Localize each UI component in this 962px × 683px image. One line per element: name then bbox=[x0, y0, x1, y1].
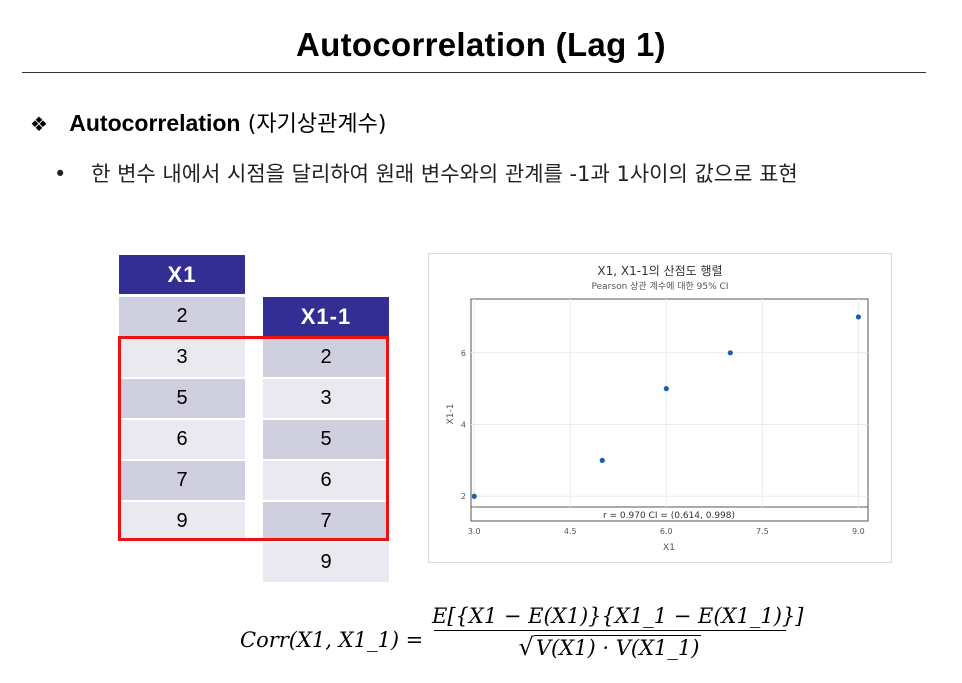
x-tick-label: 4.5 bbox=[564, 527, 577, 536]
bullet-text: 한 변수 내에서 시점을 달리하여 원래 변수와의 관계를 -1과 1사이의 값… bbox=[91, 162, 798, 186]
y-tick-label: 6 bbox=[461, 349, 466, 358]
x1-cell: 9 bbox=[119, 502, 245, 541]
x-tick-label: 9.0 bbox=[852, 527, 865, 536]
formula-fraction: E[{X1 − E(X1)}{X1_1 − E(X1_1)}] √V(X1) ·… bbox=[432, 604, 804, 661]
chart-subtitle: Pearson 상관 계수에 대한 95% CI bbox=[592, 280, 729, 292]
formula-lhs: Corr(X1, X1_1) = bbox=[240, 628, 424, 652]
y-tick-label: 2 bbox=[461, 492, 466, 501]
x1-lag-cell: 3 bbox=[263, 379, 389, 418]
autocorrelation-formula: Corr(X1, X1_1) = E[{X1 − E(X1)}{X1_1 − E… bbox=[240, 604, 804, 680]
bullet-item: • 한 변수 내에서 시점을 달리하여 원래 변수와의 관계를 -1과 1사이의… bbox=[54, 158, 798, 188]
section-heading: ❖ Autocorrelation (자기상관계수) bbox=[30, 106, 386, 138]
x1-lag-cell: 7 bbox=[263, 502, 389, 541]
x-tick-label: 7.5 bbox=[756, 527, 769, 536]
formula-denominator: V(X1) · V(X1_1) bbox=[533, 635, 702, 660]
scatter-chart: X1, X1-1의 산점도 행렬 Pearson 상관 계수에 대한 95% C… bbox=[428, 253, 892, 563]
formula-denominator-wrap: √V(X1) · V(X1_1) bbox=[432, 631, 788, 661]
x1-lag-cell: 6 bbox=[263, 461, 389, 500]
formula-numerator: E[{X1 − E(X1)}{X1_1 − E(X1_1)}] bbox=[432, 604, 804, 628]
correlation-annotation: r = 0.970 CI = (0.614, 0.998) bbox=[603, 511, 735, 521]
section-heading-en: Autocorrelation bbox=[69, 110, 241, 136]
y-axis-label: X1-1 bbox=[446, 404, 456, 425]
x1-lag-cell: 2 bbox=[263, 338, 389, 377]
x1-cell: 7 bbox=[119, 461, 245, 500]
x1-cell: 2 bbox=[119, 297, 245, 336]
x1-cell: 6 bbox=[119, 420, 245, 459]
x1-lag-header: X1-1 bbox=[263, 297, 389, 336]
sqrt-icon: √ bbox=[518, 633, 534, 661]
section-heading-ko: (자기상관계수) bbox=[247, 112, 387, 137]
scatter-point bbox=[599, 457, 605, 463]
scatter-point bbox=[663, 386, 669, 392]
y-tick-label: 4 bbox=[461, 421, 466, 430]
x1-cell: 3 bbox=[119, 338, 245, 377]
x-tick-label: 3.0 bbox=[468, 527, 481, 536]
x1-cell: 5 bbox=[119, 379, 245, 418]
fraction-bar bbox=[434, 630, 786, 631]
x-tick-label: 6.0 bbox=[660, 527, 673, 536]
scatter-point bbox=[727, 350, 733, 356]
x1-header: X1 bbox=[119, 255, 245, 294]
scatter-chart-svg: X1, X1-1의 산점도 행렬 Pearson 상관 계수에 대한 95% C… bbox=[446, 263, 869, 553]
x1-lag-cell: 9 bbox=[263, 543, 389, 582]
scatter-point bbox=[471, 493, 477, 499]
x1-lag-cell: 5 bbox=[263, 420, 389, 459]
chart-title: X1, X1-1의 산점도 행렬 bbox=[597, 263, 722, 278]
bullet-dot-icon: • bbox=[54, 162, 67, 186]
plot-frame bbox=[470, 298, 869, 522]
diamond-cluster-icon: ❖ bbox=[30, 112, 48, 136]
title-divider bbox=[22, 72, 926, 73]
page-title: Autocorrelation (Lag 1) bbox=[296, 26, 666, 63]
scatter-point bbox=[855, 314, 861, 320]
lag-highlight-box bbox=[118, 336, 389, 541]
x-axis-label: X1 bbox=[663, 543, 675, 553]
